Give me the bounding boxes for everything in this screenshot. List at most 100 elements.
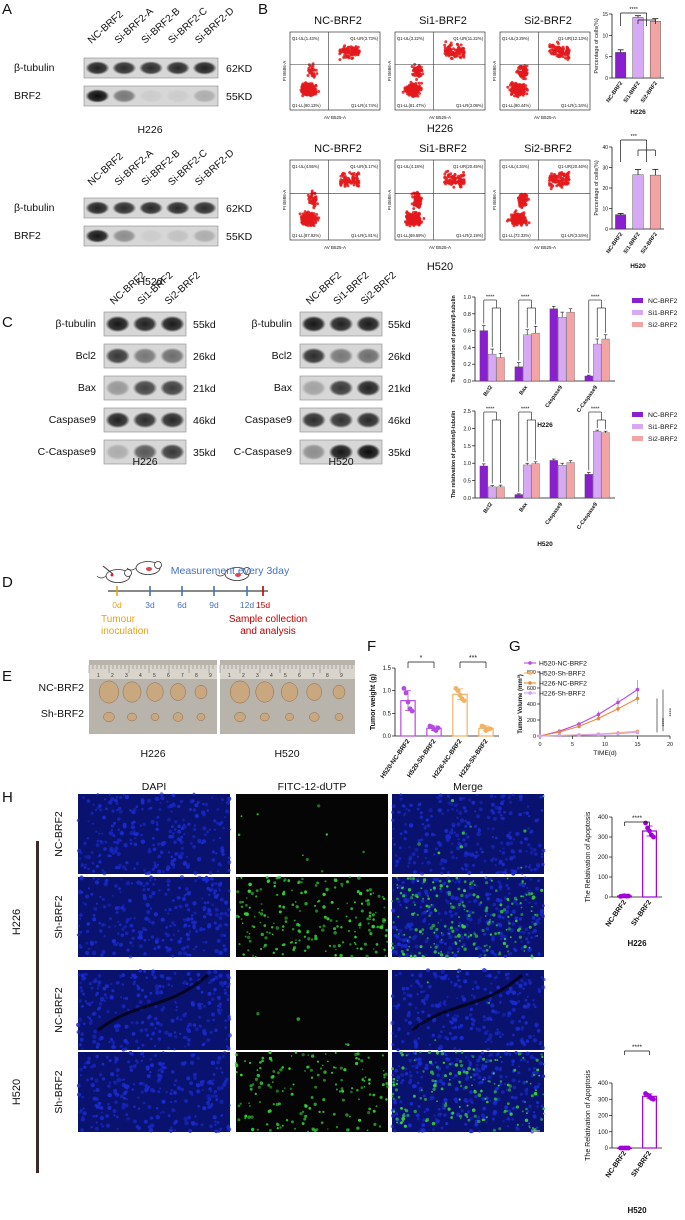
legend-marker [528, 671, 532, 675]
nucleus [453, 953, 458, 958]
size-label: 62KD [226, 63, 253, 75]
nucleus [392, 827, 395, 830]
tunel-signal [298, 939, 301, 942]
nucleus [110, 1037, 114, 1041]
nucleus [399, 797, 403, 801]
legend-swatch [632, 436, 643, 441]
chart-G: 020040060080005101520TIME(d)Tumor Volume… [517, 661, 673, 758]
nucleus [458, 811, 463, 815]
tunel-signal [358, 923, 362, 927]
nucleus [444, 911, 448, 915]
nucleus [160, 796, 165, 801]
nucleus [533, 928, 537, 933]
nucleus [79, 981, 83, 984]
nucleus [169, 938, 173, 942]
tunel-signal [316, 881, 319, 885]
flow-event [338, 52, 342, 56]
nucleus [485, 912, 489, 916]
tunel-signal [414, 903, 416, 906]
tunel-signal [275, 926, 279, 930]
y-tick-label: 0.0 [463, 496, 471, 502]
nucleus [450, 895, 455, 900]
timeline-day: 9d [209, 600, 219, 610]
nucleus [459, 818, 465, 823]
tunel-signal [263, 943, 267, 947]
flow-event [309, 196, 313, 200]
tunel-signal [422, 880, 426, 883]
legend-swatch [632, 298, 643, 303]
size-label: 62KD [226, 203, 253, 215]
nucleus [218, 889, 221, 892]
row-label: Caspase9 [49, 414, 96, 426]
size-label: 55kd [193, 319, 216, 331]
flow-event [514, 81, 518, 85]
nucleus [158, 889, 161, 892]
nucleus [398, 937, 403, 942]
flow-event [552, 178, 556, 182]
tunel-signal [251, 954, 254, 957]
tunel-signal [483, 945, 486, 948]
bar [558, 317, 567, 382]
flow-event [517, 86, 521, 90]
flow-event [558, 50, 562, 54]
nucleus [131, 944, 134, 948]
nucleus [157, 869, 162, 874]
flow-x-axis: AV B525-A [324, 245, 346, 250]
flow-event [348, 171, 352, 174]
nucleus [165, 926, 168, 929]
tunel-signal [457, 934, 461, 938]
nucleus [92, 1039, 97, 1045]
tunel-signal [396, 897, 399, 901]
nucleus [220, 848, 225, 854]
x-axis-title: H226 [630, 109, 646, 116]
nucleus [183, 833, 186, 836]
nucleus [489, 913, 493, 917]
nucleus [494, 795, 497, 798]
flow-event [527, 221, 531, 225]
blot-c-band [105, 443, 130, 461]
nucleus [473, 824, 478, 829]
blot-c-band [160, 379, 185, 397]
nucleus [454, 881, 457, 884]
bar [514, 494, 523, 499]
nucleus [192, 901, 197, 906]
nucleus [392, 888, 395, 891]
y-tick-label: 40 [602, 145, 608, 151]
nucleus [154, 984, 159, 988]
quadrant-ur: Q1-UR(20.45%) [453, 164, 484, 169]
tunel-signal [391, 942, 394, 945]
flow-event [561, 50, 565, 54]
nucleus [166, 883, 170, 887]
nucleus [458, 797, 463, 801]
tunel-signal [423, 955, 425, 958]
nucleus [508, 892, 511, 895]
flow-event [298, 212, 302, 216]
nucleus [192, 808, 197, 812]
legend-swatch [632, 322, 643, 327]
x-axis-title: H226 [537, 422, 553, 429]
nucleus [140, 798, 145, 803]
x-axis-title: TIME(d) [593, 750, 616, 757]
significance-label: **** [486, 407, 495, 413]
tunel-signal [451, 929, 455, 933]
tunel-signal [437, 921, 440, 924]
nucleus [214, 894, 219, 899]
nucleus [411, 852, 416, 856]
tunel-signal [440, 950, 443, 953]
bar [514, 366, 523, 382]
blot-a-band [165, 61, 190, 75]
nucleus [426, 860, 431, 865]
tunel-signal [294, 901, 297, 903]
micrograph-merge [390, 876, 545, 959]
nucleus [448, 910, 452, 914]
nucleus [455, 857, 458, 860]
nucleus [192, 792, 196, 796]
size-label: 35kd [193, 447, 216, 459]
flow-event [521, 197, 525, 201]
nucleus [501, 862, 505, 867]
tunel-signal [463, 908, 466, 911]
nucleus [528, 815, 531, 818]
legend-marker [528, 681, 532, 685]
tunel-signal [405, 906, 408, 909]
